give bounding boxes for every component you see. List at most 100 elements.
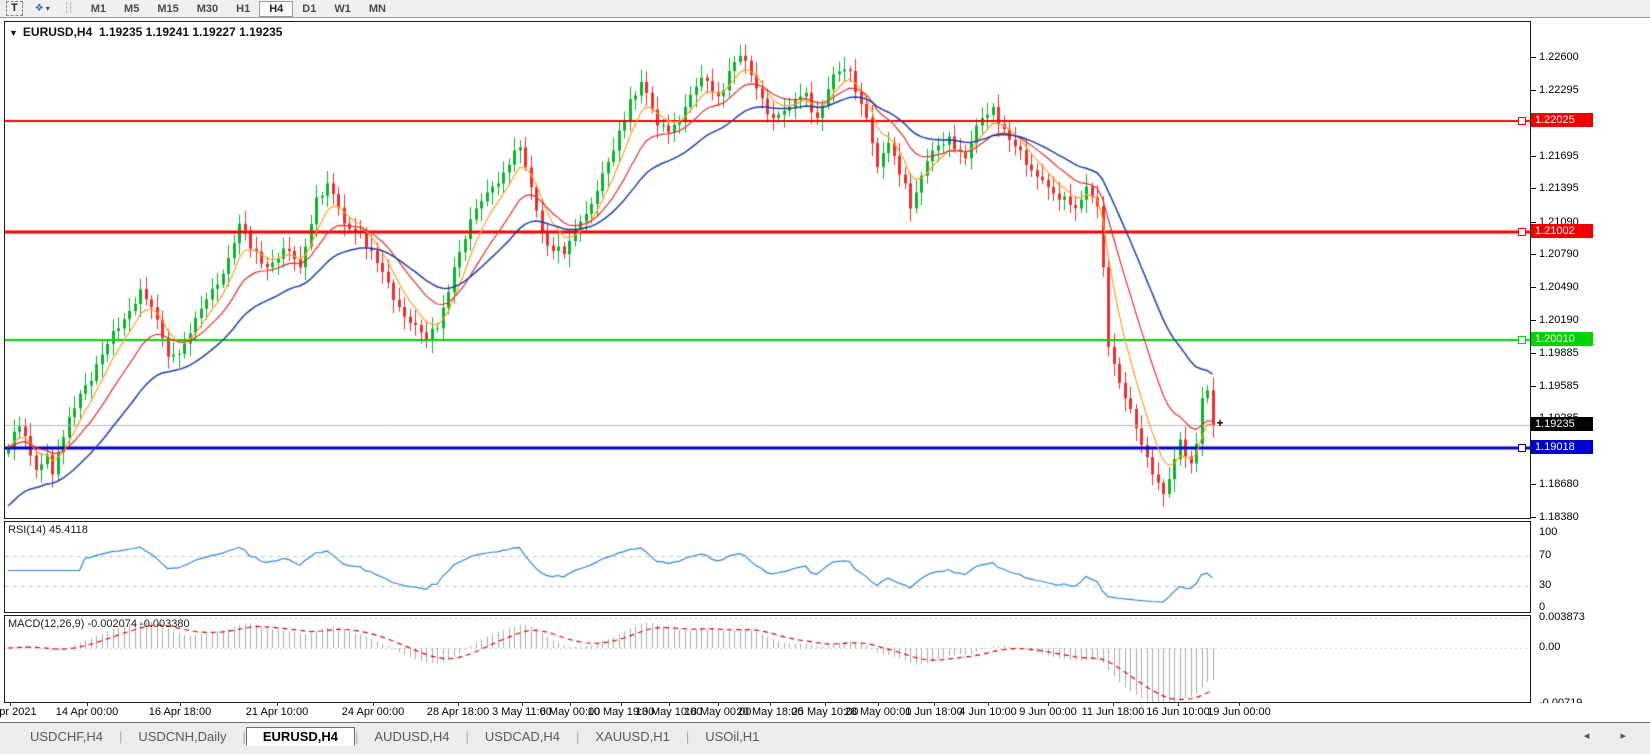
time-tick-mark [522, 703, 523, 706]
line-handle[interactable] [1518, 228, 1526, 237]
price-tick-mark [1531, 385, 1536, 387]
time-axis-label: 25 May 10:00 [791, 706, 859, 718]
tab-usoil-h1[interactable]: USOil,H1 [705, 728, 760, 744]
timeframe-button-h4[interactable]: H4 [259, 0, 294, 17]
tab-separator: | [355, 728, 359, 744]
toolbar-grip: ┆┆ [63, 3, 74, 14]
time-tick-mark [1178, 703, 1179, 706]
time-tick-mark [1239, 703, 1240, 706]
price-tick-mark [1531, 221, 1536, 223]
price-axis[interactable]: 1.226001.222951.219951.216951.213951.210… [1531, 0, 1650, 754]
macd-panel [4, 615, 1531, 703]
tab-xauusd-h1[interactable]: XAUUSD,H1 [595, 728, 670, 744]
price-tick-label: 1.20490 [1539, 281, 1579, 293]
macd-tick-label: 0.003873 [1539, 610, 1585, 623]
time-tick-mark [1113, 703, 1114, 706]
tab-usdcnh-daily[interactable]: USDCNH,Daily [138, 728, 227, 744]
rsi-tick-label: 0 [1539, 601, 1546, 613]
ohlc-values: 1.19235 1.19241 1.19227 1.19235 [98, 25, 283, 39]
chevron-down-icon[interactable]: ▾ [45, 4, 50, 13]
timeframe-button-d1[interactable]: D1 [302, 2, 317, 15]
time-axis-label: 18 May 00:00 [684, 706, 752, 718]
timeframe-button-m30[interactable]: M30 [196, 2, 219, 15]
timeframe-button-w1[interactable]: W1 [334, 2, 351, 15]
time-tick-mark [770, 703, 771, 706]
time-axis-label: 11 Jun 18:00 [1081, 706, 1145, 718]
line-handle[interactable] [1518, 336, 1526, 345]
time-axis-label: 28 May 00:00 [844, 706, 912, 718]
level-price-label: 1.21002 [1531, 224, 1593, 239]
tab-usdchf-h4[interactable]: USDCHF,H4 [30, 728, 103, 744]
rsi-canvas[interactable] [5, 522, 1530, 612]
timeframe-button-m1[interactable]: M1 [90, 2, 107, 15]
time-axis-label: 16 Apr 18:00 [148, 706, 212, 718]
time-tick-mark [373, 703, 374, 706]
timeframe-button-mn[interactable]: MN [368, 2, 386, 15]
tab-separator: | [118, 728, 123, 744]
macd-tick-label: 0.00 [1539, 641, 1561, 653]
time-tick-mark [180, 703, 181, 706]
time-axis-label: 24 Apr 00:00 [341, 706, 405, 718]
symbol-timeframe-label: EURUSD,H4 [22, 25, 93, 39]
cursor-tool-icon[interactable]: ❖ [34, 3, 44, 14]
macd-canvas[interactable] [5, 616, 1530, 702]
time-tick-mark [277, 703, 278, 706]
timeframe-button-m15[interactable]: M15 [157, 2, 179, 15]
line-handle[interactable] [1518, 444, 1526, 453]
level-price-label: 1.20010 [1531, 332, 1593, 347]
time-tick-mark [458, 703, 459, 706]
time-tick-mark [825, 703, 826, 706]
tab-scroll-arrows[interactable]: ◂ ▸ [1583, 730, 1640, 742]
time-tick-mark [87, 703, 88, 706]
tab-usdcad-h4[interactable]: USDCAD,H4 [484, 728, 561, 744]
rsi-tick-label: 100 [1539, 526, 1558, 538]
tab-separator: | [576, 728, 580, 744]
time-axis-label: 1 Jun 18:00 [905, 706, 963, 718]
tab-audusd-h4[interactable]: AUDUSD,H4 [374, 728, 450, 744]
timeframe-button-m5[interactable]: M5 [124, 2, 140, 15]
time-tick-mark [1048, 703, 1049, 706]
price-tick-mark [1531, 155, 1536, 157]
time-axis-label: 20 May 18:00 [736, 706, 804, 718]
top-toolbar: T ❖ ▾ ┆┆ M1 M5 M15 M30 H1 H4 D1 W1 MN [0, 0, 1650, 18]
time-axis-label: 9 Apr 2021 [0, 706, 37, 718]
price-tick-label: 1.21395 [1539, 182, 1579, 195]
price-tick-mark [1531, 90, 1536, 92]
text-tool-button[interactable]: T [6, 1, 23, 16]
price-tick-mark [1531, 254, 1536, 256]
price-tick-mark [1531, 57, 1536, 58]
time-tick-mark [878, 703, 879, 706]
main-chart-canvas[interactable] [5, 22, 1530, 518]
time-tick-mark [10, 703, 11, 706]
tab-eurusd-h4[interactable]: EURUSD,H4 [245, 726, 355, 746]
time-axis-label: 13 May 10:00 [635, 706, 703, 718]
price-tick-mark [1531, 484, 1536, 486]
time-axis-label: 19 Jun 00:00 [1207, 706, 1271, 718]
line-handle[interactable] [1518, 116, 1526, 125]
time-axis[interactable]: 9 Apr 2021 14 Apr 00:00 16 Apr 18:00 21 Apr… [0, 703, 1650, 722]
tab-separator: | [242, 728, 246, 744]
macd-label: MACD(12,26,9) -0.002074 -0.003380 [8, 618, 190, 630]
time-tick-mark [570, 703, 571, 706]
time-axis-label: 16 Jun 10:00 [1146, 706, 1210, 718]
price-tick-label: 1.22600 [1539, 51, 1579, 63]
timeframe-button-h1[interactable]: H1 [236, 2, 251, 15]
current-price-label: 1.19235 [1531, 416, 1593, 431]
price-tick-mark [1531, 352, 1536, 354]
time-axis-label: 21 Apr 10:00 [245, 706, 309, 718]
time-tick-mark [669, 703, 670, 706]
symbol-dropdown-icon[interactable]: ▼ [9, 28, 18, 38]
time-axis-label: 4 Jun 10:00 [959, 706, 1017, 718]
rsi-tick-label: 30 [1539, 578, 1552, 591]
time-axis-label: 28 Apr 18:00 [426, 706, 490, 718]
price-tick-label: 1.19885 [1539, 346, 1579, 359]
price-tick-mark [1531, 188, 1536, 190]
rsi-tick-label: 70 [1539, 548, 1552, 561]
timeframe-button-group: M1 M5 M15 M30 H1 H4 D1 W1 MN [82, 0, 395, 17]
price-tick-label: 1.22295 [1539, 84, 1579, 97]
chart-tab-bar: USDCHF,H4 | USDCNH,Daily | EURUSD,H4 | AUDUSD,… [0, 722, 1650, 754]
rsi-label: RSI(14) 45.4118 [8, 524, 88, 536]
tab-separator: | [465, 728, 469, 744]
price-tick-label: 1.18680 [1539, 478, 1579, 491]
